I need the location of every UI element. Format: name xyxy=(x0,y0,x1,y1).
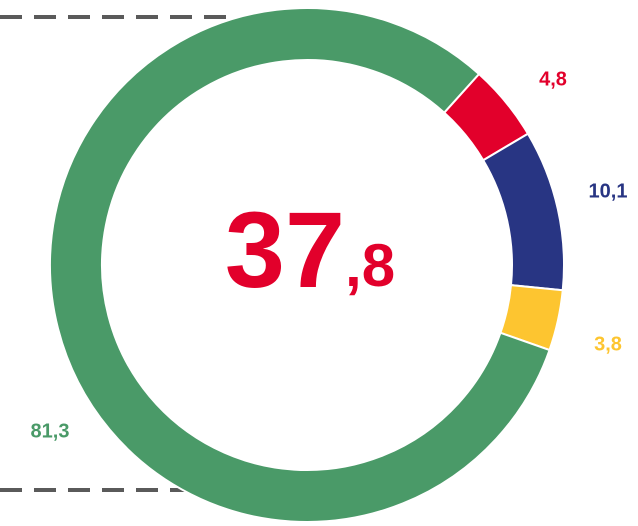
center-main: 37 xyxy=(225,189,345,310)
donut-segment xyxy=(481,132,565,292)
center-label: 37,8 xyxy=(225,189,395,310)
value-label: 10,1 xyxy=(589,180,628,202)
center-decimal: ,8 xyxy=(345,232,395,299)
value-label: 81,3 xyxy=(31,420,70,442)
value-label: 4,8 xyxy=(539,68,567,90)
donut-segment xyxy=(49,7,551,523)
value-label: 3,8 xyxy=(594,333,622,355)
